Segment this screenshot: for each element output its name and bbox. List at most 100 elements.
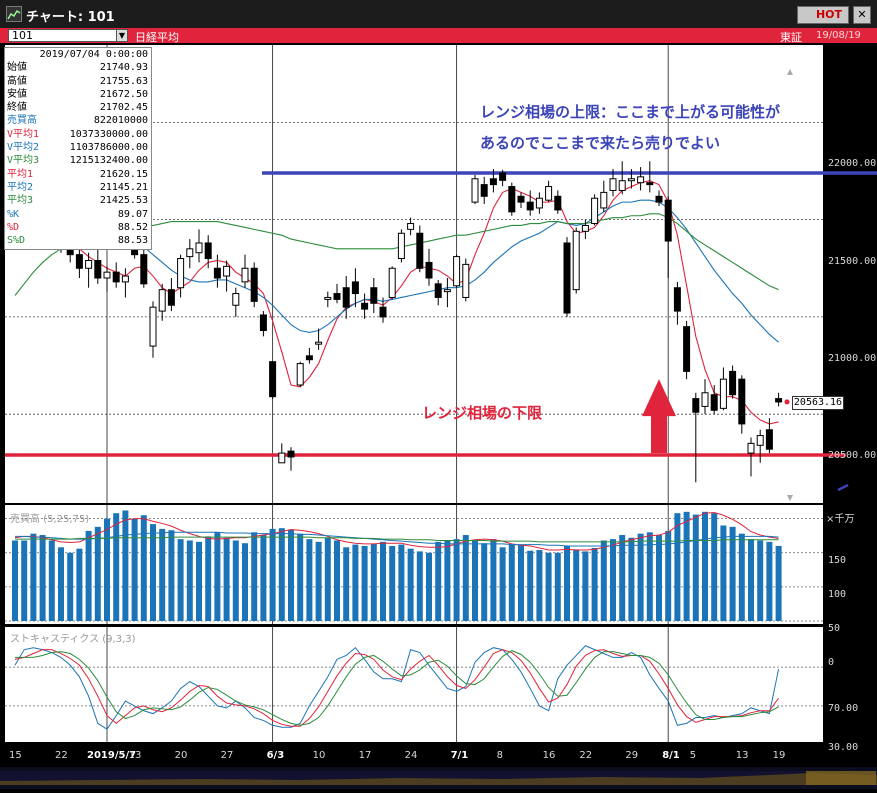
volume-bar bbox=[122, 510, 129, 621]
volume-bar bbox=[278, 528, 285, 621]
candlestick bbox=[646, 182, 654, 186]
scroll-up-icon bbox=[787, 69, 793, 75]
price-axis-label: 22000.00 bbox=[828, 158, 877, 170]
candlestick bbox=[85, 259, 93, 269]
candlestick bbox=[315, 341, 323, 345]
chart-canvas[interactable] bbox=[0, 43, 877, 767]
hot-button[interactable]: HOT bbox=[797, 6, 849, 24]
info-row-value: 1103786000.00 bbox=[69, 142, 148, 154]
exchange-label: 東証 bbox=[780, 31, 802, 44]
candlestick bbox=[581, 224, 589, 232]
info-row-value: 21425.53 bbox=[99, 195, 148, 207]
candlestick bbox=[453, 256, 461, 287]
volume-bar bbox=[416, 551, 423, 621]
candlestick bbox=[508, 186, 516, 213]
volume-bar bbox=[472, 540, 478, 621]
x-axis-label: 6/3 bbox=[266, 750, 285, 761]
info-row: 売買高 822010000 bbox=[5, 114, 151, 127]
info-row-label: 平均1 bbox=[7, 168, 34, 180]
candlestick bbox=[241, 267, 249, 283]
volume-bar bbox=[140, 515, 147, 621]
volume-bar bbox=[288, 529, 294, 621]
volume-bar bbox=[702, 511, 708, 621]
time-scrollbar[interactable] bbox=[0, 767, 877, 789]
volume-bar bbox=[499, 547, 506, 621]
volume-bar bbox=[637, 533, 644, 621]
x-axis-label: 19 bbox=[772, 750, 786, 761]
candlestick bbox=[747, 442, 755, 454]
candlestick bbox=[701, 392, 709, 407]
candlestick bbox=[535, 197, 543, 209]
stochastic-line bbox=[15, 650, 779, 726]
volume-bar bbox=[269, 528, 276, 621]
volume-bar bbox=[297, 533, 304, 621]
volume-bar bbox=[12, 540, 18, 621]
volume-bar bbox=[481, 543, 488, 621]
range-upper-text-2: あるのでここまで来たら売りでよい bbox=[480, 134, 721, 152]
volume-bar bbox=[168, 530, 175, 621]
candlestick bbox=[618, 180, 626, 191]
x-axis-label: 22 bbox=[579, 750, 593, 761]
volume-bar bbox=[573, 549, 580, 621]
info-row-value: 822010000 bbox=[93, 115, 148, 127]
info-row: S%D 88.53 bbox=[5, 234, 151, 247]
scroll-overview bbox=[0, 771, 877, 785]
volume-bar bbox=[177, 539, 184, 621]
volume-bar bbox=[48, 540, 55, 621]
candlestick bbox=[112, 271, 120, 283]
info-row-value: 21620.15 bbox=[99, 168, 148, 180]
volume-axis-label: 0 bbox=[828, 657, 835, 668]
toolbar-date: 19/08/19 bbox=[816, 30, 861, 41]
volume-bar bbox=[352, 544, 359, 621]
volume-bar bbox=[380, 541, 386, 621]
ohlc-info-panel: 2019/07/04 0:00:00 始値 21740.93 高値 21755.63 安… bbox=[4, 47, 152, 250]
volume-bar bbox=[591, 547, 598, 621]
info-row-label: 終値 bbox=[7, 102, 27, 114]
info-row-value: 21145.21 bbox=[99, 181, 148, 193]
info-row-value: 88.52 bbox=[117, 221, 148, 233]
candlestick bbox=[342, 287, 350, 308]
volume-ma-line bbox=[15, 531, 779, 547]
candlestick bbox=[333, 293, 341, 300]
volume-bar bbox=[398, 544, 405, 621]
x-axis-label: 27 bbox=[220, 750, 234, 761]
volume-bar bbox=[729, 526, 736, 621]
chevron-down-icon[interactable]: ▼ bbox=[116, 29, 128, 42]
info-row-label: 高値 bbox=[7, 75, 27, 87]
volume-bar bbox=[150, 524, 156, 621]
stochastic-line bbox=[14, 649, 780, 727]
range-upper-text-1: レンジ相場の上限：ここまで上がる可能性が bbox=[480, 103, 781, 121]
volume-bar bbox=[315, 541, 322, 621]
window-title: チャート: 101 bbox=[26, 10, 115, 25]
candlestick bbox=[167, 289, 175, 306]
candlestick bbox=[324, 296, 332, 300]
info-row: 平均3 21425.53 bbox=[5, 194, 151, 207]
volume-bar bbox=[334, 540, 340, 621]
volume-bar bbox=[508, 544, 515, 621]
volume-bar bbox=[186, 540, 193, 621]
volume-bar bbox=[720, 525, 727, 621]
close-button[interactable]: ✕ bbox=[853, 6, 871, 24]
volume-bar bbox=[628, 537, 635, 621]
volume-bar bbox=[232, 540, 239, 621]
chart-app-icon bbox=[6, 6, 22, 22]
volume-bar bbox=[619, 535, 626, 621]
volume-ma-line bbox=[15, 536, 779, 543]
volume-bar bbox=[94, 526, 101, 621]
volume-bar bbox=[518, 544, 524, 621]
candlestick bbox=[655, 195, 663, 203]
volume-bar bbox=[683, 511, 690, 621]
candlestick bbox=[305, 355, 313, 361]
volume-bar bbox=[582, 551, 589, 621]
candlestick bbox=[351, 281, 359, 295]
candlestick bbox=[149, 306, 157, 347]
volume-bar bbox=[527, 550, 534, 621]
volume-panel-label: 売買高 (5,25,75) bbox=[10, 514, 90, 525]
last-price-tag: 20563.16 bbox=[792, 396, 844, 410]
volume-bar bbox=[306, 539, 313, 621]
volume-bar bbox=[407, 548, 414, 621]
symbol-input[interactable]: 101 bbox=[8, 29, 128, 42]
candlestick bbox=[765, 429, 773, 450]
candlestick bbox=[416, 232, 424, 269]
info-row: 高値 21755.63 bbox=[5, 75, 151, 88]
